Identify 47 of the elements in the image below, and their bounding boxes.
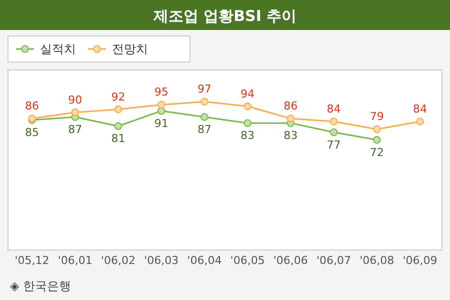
- x-tick-label: '06,01: [58, 254, 92, 267]
- data-label: 91: [154, 116, 168, 130]
- data-label: 92: [111, 90, 126, 104]
- data-label: 97: [197, 82, 212, 96]
- data-label: 79: [370, 110, 384, 124]
- point: [71, 108, 79, 116]
- point: [244, 119, 252, 127]
- data-label: 87: [68, 122, 82, 136]
- x-tick-label: '06,07: [316, 254, 352, 267]
- point: [330, 128, 338, 136]
- data-label: 85: [25, 126, 39, 140]
- x-tick-label: '06,06: [273, 254, 308, 267]
- data-label: 84: [326, 102, 341, 116]
- data-label: 90: [68, 93, 82, 106]
- data-label: 87: [197, 122, 212, 136]
- x-tick-label: '06,08: [360, 254, 394, 267]
- data-label: 83: [284, 129, 298, 142]
- legend-label: 전망치: [112, 42, 148, 56]
- data-label: 81: [111, 132, 126, 146]
- legend-label: 실적치: [40, 42, 76, 56]
- data-label: 72: [370, 146, 384, 159]
- point: [416, 118, 424, 126]
- data-label: 95: [154, 86, 168, 99]
- data-label: 94: [240, 87, 255, 100]
- data-label: 86: [284, 99, 298, 112]
- data-label: 86: [25, 99, 39, 112]
- point: [114, 122, 122, 130]
- x-tick-label: '05,12: [14, 254, 50, 267]
- point: [200, 113, 208, 121]
- point: [373, 125, 381, 134]
- x-tick-label: '06,02: [100, 254, 136, 267]
- data-label: 77: [326, 138, 341, 152]
- chart-title: 제조업 업황BSI 추이: [152, 7, 297, 25]
- point: [114, 105, 122, 114]
- x-tick-label: '06,09: [402, 254, 438, 267]
- point: [244, 102, 252, 110]
- point: [286, 114, 295, 122]
- data-label: 84: [413, 102, 427, 116]
- point: [200, 98, 208, 106]
- x-tick-label: '06,04: [187, 254, 222, 267]
- point: [330, 118, 338, 126]
- text: ◈ 한국은행: [10, 279, 72, 293]
- x-tick-label: '06,03: [144, 254, 179, 267]
- data-label: 83: [240, 129, 255, 142]
- point: [157, 100, 166, 109]
- x-tick-label: '06,05: [230, 254, 265, 267]
- point: [373, 136, 381, 144]
